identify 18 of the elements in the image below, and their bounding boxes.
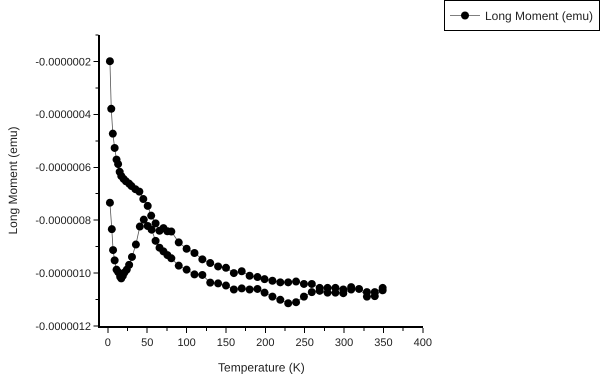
y-tick-label: -0.0000010 bbox=[35, 268, 92, 280]
x-tick-label: 100 bbox=[177, 336, 196, 349]
x-tick-label: 0 bbox=[104, 336, 111, 349]
x-tick-label: 350 bbox=[374, 336, 393, 349]
x-tick-label: 300 bbox=[334, 336, 354, 349]
y-axis-title: Long Moment (emu) bbox=[6, 126, 20, 235]
x-tick-label: 50 bbox=[141, 336, 154, 349]
y-tick-label: -0.0000008 bbox=[35, 215, 92, 228]
y-tick-label: -0.0000002 bbox=[35, 56, 92, 68]
x-tick-label: 250 bbox=[296, 336, 314, 349]
y-tick-label: -0.0000004 bbox=[35, 109, 92, 122]
y-tick-label: -0.0000006 bbox=[35, 162, 92, 174]
legend-label: Long Moment (emu) bbox=[485, 9, 594, 24]
x-tick-label: 150 bbox=[216, 336, 236, 349]
x-axis-title: Temperature (K) bbox=[218, 360, 305, 374]
x-tick-label: 400 bbox=[414, 336, 432, 349]
y-tick-label: -0.0000012 bbox=[35, 320, 92, 333]
x-tick-label: 200 bbox=[256, 336, 275, 349]
